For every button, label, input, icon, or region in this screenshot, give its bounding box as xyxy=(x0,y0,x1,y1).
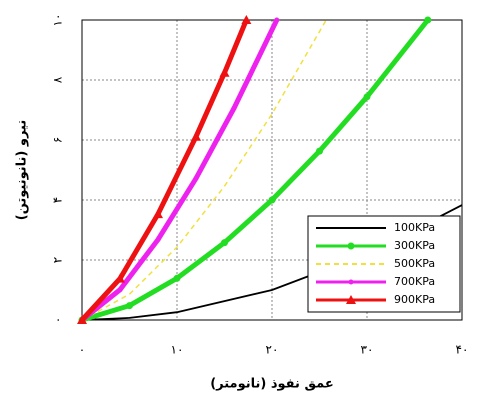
y-axis-label: نیرو (نانونیوتن) xyxy=(15,120,30,220)
marker xyxy=(153,209,163,219)
x-tick-label: ۰ xyxy=(79,343,85,357)
marker xyxy=(115,273,125,283)
marker xyxy=(191,131,201,141)
legend-label: 300KPa xyxy=(394,239,435,252)
marker xyxy=(316,147,323,155)
legend: 100KPa 300KPa 500KPa 700KPa 900KPa xyxy=(307,215,461,313)
legend-label: 900KPa xyxy=(394,293,435,306)
marker xyxy=(363,93,371,101)
marker xyxy=(126,302,133,310)
marker xyxy=(241,15,252,24)
legend-label: 500KPa xyxy=(394,257,435,270)
legend-marker xyxy=(346,295,356,304)
x-tick-label: ۲۰ xyxy=(266,343,279,357)
marker xyxy=(173,274,181,282)
marker xyxy=(424,16,432,24)
series-line xyxy=(80,19,249,322)
marker xyxy=(231,105,237,111)
x-tick-label: ۳۰ xyxy=(361,343,374,357)
y-tick-label: ۰ xyxy=(51,317,65,323)
marker xyxy=(77,315,87,324)
legend-label: 700KPa xyxy=(394,275,435,288)
marker xyxy=(221,239,228,247)
marker xyxy=(193,175,199,181)
series-line xyxy=(81,19,327,321)
marker xyxy=(268,196,276,204)
marker xyxy=(219,67,230,77)
y-tick-label: ۱۰ xyxy=(51,14,65,27)
legend-marker xyxy=(347,242,355,250)
plot-frame xyxy=(81,19,463,321)
series-line xyxy=(80,18,279,322)
marker xyxy=(117,287,123,293)
series-line xyxy=(81,18,430,323)
y-tick-label: ۲ xyxy=(51,257,65,263)
marker xyxy=(155,237,161,243)
x-tick-label: ۴۰ xyxy=(456,343,469,357)
y-tick-label: ۶ xyxy=(51,137,65,143)
x-tick-label: ۱۰ xyxy=(171,343,184,357)
x-axis-label: عمق نفوذ (نانومتر) xyxy=(210,377,334,392)
y-tick-label: ۴ xyxy=(51,197,65,203)
legend-label: 100KPa xyxy=(394,221,435,234)
marker xyxy=(274,17,280,23)
y-tick-label: ۸ xyxy=(51,76,65,83)
legend-marker xyxy=(348,279,354,285)
